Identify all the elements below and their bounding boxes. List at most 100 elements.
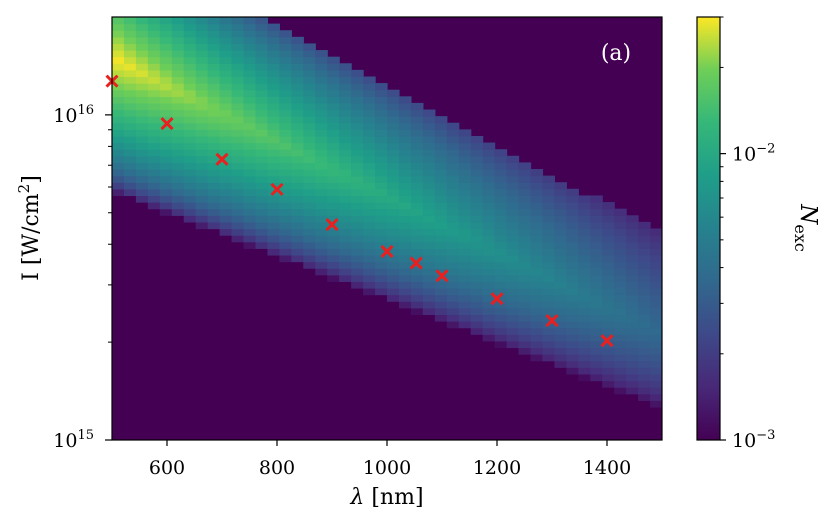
heatmap-cell <box>470 327 484 335</box>
heatmap-cell <box>183 142 197 150</box>
heatmap-cell <box>207 116 221 124</box>
heatmap-cell <box>327 89 340 97</box>
heatmap-cell <box>351 248 364 256</box>
heatmap-cell <box>387 241 400 249</box>
heatmap-cell <box>578 321 591 329</box>
heatmap-cell <box>554 221 567 230</box>
heatmap-cell <box>578 327 591 335</box>
heatmap-cell <box>506 281 520 289</box>
heatmap-cell <box>458 221 472 230</box>
heatmap-cell <box>315 155 328 164</box>
marker-point <box>545 314 559 328</box>
heatmap-cell <box>458 307 472 316</box>
heatmap-cell <box>243 116 257 124</box>
heatmap-cell <box>159 208 173 216</box>
heatmap-cell <box>638 367 651 375</box>
heatmap-cell <box>614 248 627 256</box>
heatmap-cell <box>351 149 364 157</box>
heatmap-cell <box>470 248 484 256</box>
heatmap-cell <box>470 221 484 230</box>
heatmap-cell <box>422 195 436 203</box>
heatmap-cell <box>315 96 328 104</box>
heatmap-cell <box>219 149 233 157</box>
heatmap-cell <box>363 76 376 84</box>
heatmap-cell <box>147 116 161 124</box>
heatmap-cell <box>339 76 352 84</box>
heatmap-cell <box>434 215 448 223</box>
heatmap-cell <box>207 221 221 230</box>
heatmap-cell <box>566 340 579 349</box>
heatmap-cell <box>375 287 388 296</box>
heatmap-cell <box>243 202 257 210</box>
heatmap-cell <box>458 162 472 170</box>
heatmap-cell <box>112 83 125 91</box>
heatmap-cell <box>267 155 280 164</box>
heatmap-cell <box>542 294 555 302</box>
heatmap-cell <box>458 195 472 203</box>
panel-label: (a) <box>601 41 631 66</box>
heatmap-cell <box>339 142 352 150</box>
heatmap-cell <box>506 340 520 349</box>
heatmap-cell <box>195 162 209 170</box>
heatmap-cell <box>506 268 520 276</box>
heatmap-cell <box>159 142 173 150</box>
heatmap-cell <box>147 188 161 197</box>
heatmap-cell <box>303 182 316 190</box>
heatmap-cell <box>506 254 520 263</box>
heatmap-cell <box>458 175 472 183</box>
heatmap-cell <box>207 182 221 190</box>
heatmap-cell <box>518 241 532 249</box>
heatmap-cell <box>398 109 412 117</box>
heatmap-cell <box>255 56 269 64</box>
heatmap-cell <box>339 182 352 190</box>
heatmap-cell <box>518 268 532 276</box>
heatmap-cell <box>494 195 508 203</box>
heatmap-cell <box>482 287 496 296</box>
heatmap-cell <box>339 109 352 117</box>
heatmap-cell <box>339 268 352 276</box>
heatmap-cell <box>303 102 316 111</box>
heatmap-cell <box>183 116 197 124</box>
heatmap-cell <box>530 248 544 256</box>
heatmap-cell <box>602 281 615 289</box>
heatmap-cell <box>458 228 472 236</box>
heatmap-cell <box>650 380 662 388</box>
heatmap-cell <box>398 301 412 309</box>
heatmap-cell <box>434 221 448 230</box>
heatmap-cell <box>219 142 233 150</box>
heatmap-cell <box>530 169 544 177</box>
heatmap-cell <box>135 83 149 91</box>
heatmap-cell <box>267 195 280 203</box>
heatmap-cell <box>231 36 245 45</box>
heatmap-cell <box>171 69 185 78</box>
heatmap-cell <box>291 50 304 58</box>
heatmap-cell <box>387 235 400 243</box>
heatmap-cell <box>566 235 579 243</box>
heatmap-cell <box>566 367 579 375</box>
heatmap-cell <box>650 268 662 276</box>
heatmap-cell <box>590 321 603 329</box>
heatmap-cell <box>470 321 484 329</box>
heatmap-cell <box>327 142 340 150</box>
heatmap-cell <box>590 281 603 289</box>
heatmap-cell <box>554 261 567 269</box>
heatmap-cell <box>458 248 472 256</box>
heatmap-cell <box>363 149 376 157</box>
heatmap-cell <box>267 109 280 117</box>
heatmap-cell <box>171 208 185 216</box>
heatmap-cell <box>434 149 448 157</box>
heatmap-cell <box>243 36 257 45</box>
heatmap-cell <box>518 188 532 197</box>
heatmap-cell <box>554 307 567 316</box>
x-tick-label: 1000 <box>363 457 411 479</box>
heatmap-cell <box>566 314 579 322</box>
heatmap-cell <box>315 188 328 197</box>
heatmap-cell <box>267 162 280 170</box>
heatmap-cell <box>387 149 400 157</box>
heatmap-cell <box>219 202 233 210</box>
colorbar-axis: 10−3 10−2 <box>720 16 775 452</box>
heatmap-cell <box>602 274 615 282</box>
heatmap-cell <box>375 162 388 170</box>
heatmap-cell <box>147 69 161 78</box>
heatmap-cell <box>112 122 125 130</box>
